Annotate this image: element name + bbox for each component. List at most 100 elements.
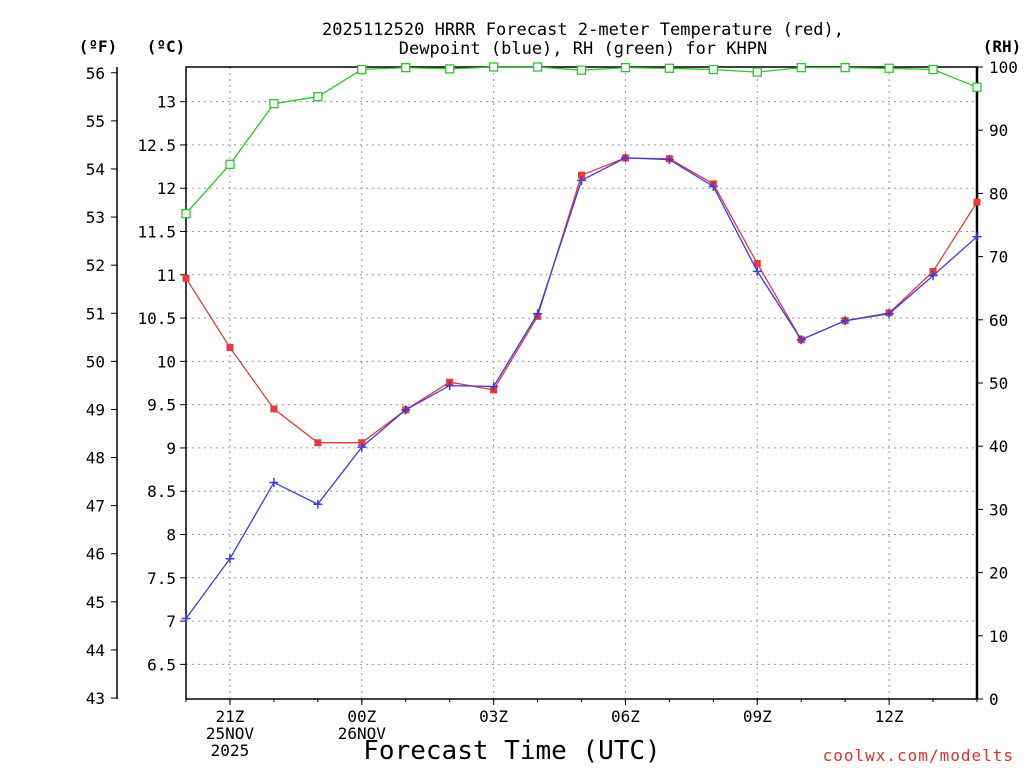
dewpoint-point — [533, 309, 543, 319]
celsius-tick-label: 9.5 — [147, 396, 176, 415]
celsius-tick-label: 12.5 — [137, 136, 176, 155]
temperature-line — [185, 157, 978, 444]
rh-point — [488, 62, 499, 72]
dewpoint-point — [225, 554, 235, 564]
rh-point — [225, 159, 235, 169]
fahrenheit-tick-label: 51 — [86, 304, 105, 323]
rh-point — [576, 65, 587, 75]
celsius-tick-label: 13 — [157, 93, 176, 112]
dewpoint-point — [928, 271, 938, 281]
celsius-tick-label: 11.5 — [137, 222, 176, 241]
fahrenheit-tick-label: 45 — [86, 593, 105, 612]
rh-tick-label: 90 — [989, 121, 1008, 140]
dewpoint-point — [313, 499, 323, 509]
dewpoint-point — [489, 381, 499, 391]
celsius-tick-label: 11 — [157, 266, 176, 285]
rh-tick-label: 30 — [989, 500, 1008, 519]
rh-point — [313, 92, 323, 102]
rh-point — [532, 62, 543, 72]
rh-point — [181, 208, 191, 219]
rh-unit-label: (RH) — [983, 37, 1022, 56]
temperature-point — [226, 344, 234, 352]
x-tick-label: 06Z — [611, 707, 640, 726]
rh-point — [708, 64, 718, 75]
celsius-tick-label: 9 — [166, 439, 176, 458]
fahrenheit-tick-label: 54 — [86, 160, 105, 179]
dewpoint-point — [972, 232, 982, 242]
rh-point — [752, 67, 762, 77]
temperature-point — [182, 274, 190, 282]
fahrenheit-unit-label: (ºF) — [79, 37, 118, 56]
x-tick-label: 21Z — [215, 707, 244, 726]
fahrenheit-tick-label: 52 — [86, 256, 105, 275]
rh-point — [620, 62, 631, 73]
dewpoint-point — [708, 181, 718, 191]
celsius-tick-label: 6.5 — [147, 655, 176, 674]
fahrenheit-tick-label: 46 — [86, 545, 105, 564]
rh-point — [357, 64, 367, 75]
temperature-point — [578, 171, 585, 179]
rh-tick-label: 0 — [989, 690, 999, 709]
rh-tick-label: 100 — [989, 58, 1018, 77]
dewpoint-point — [445, 381, 455, 391]
chart-title-line-2: Dewpoint (blue), RH (green) for KHPN — [399, 39, 767, 59]
temperature-point — [753, 260, 761, 268]
x-tick-label: 12Z — [875, 707, 904, 726]
fahrenheit-tick-label: 53 — [86, 208, 105, 227]
dewpoint-point — [664, 155, 674, 165]
dewpoint-point — [181, 613, 191, 623]
fahrenheit-tick-label: 49 — [86, 400, 105, 419]
celsius-tick-label: 10.5 — [137, 309, 176, 328]
rh-tick-label: 60 — [989, 311, 1008, 330]
rh-point — [796, 62, 806, 73]
rh-point — [972, 82, 982, 92]
dewpoint-point — [577, 175, 586, 185]
x-tick-label: 09Z — [743, 707, 772, 726]
dewpoint-point — [840, 316, 850, 326]
dewpoint-line — [185, 157, 978, 619]
x-tick-label: 2025 — [211, 741, 250, 760]
rh-tick-label: 40 — [989, 437, 1008, 456]
rh-tick-label: 80 — [989, 184, 1008, 203]
grid — [186, 67, 977, 699]
dewpoint-point — [620, 153, 630, 163]
celsius-tick-label: 10 — [157, 352, 176, 371]
celsius-unit-label: (ºC) — [147, 37, 186, 56]
fahrenheit-tick-label: 44 — [86, 641, 105, 660]
celsius-tick-label: 7 — [166, 612, 176, 631]
dewpoint-point — [884, 309, 894, 319]
rh-point — [269, 99, 279, 109]
temperature-point — [270, 405, 278, 413]
dewpoint-point — [752, 266, 762, 276]
rh-tick-label: 20 — [989, 564, 1008, 583]
fahrenheit-tick-label: 56 — [86, 64, 105, 83]
celsius-tick-label: 12 — [157, 179, 176, 198]
temperature-point — [973, 198, 981, 206]
x-tick-label: 26NOV — [338, 724, 387, 743]
rh-tick-label: 50 — [989, 374, 1008, 393]
x-axis-title: Forecast Time (UTC) — [363, 736, 660, 766]
x-tick-label: 00Z — [347, 707, 376, 726]
fahrenheit-tick-label: 55 — [86, 112, 105, 131]
rh-tick-label: 10 — [989, 627, 1008, 646]
x-tick-label: 25NOV — [206, 724, 255, 743]
celsius-tick-label: 8.5 — [147, 482, 176, 501]
dewpoint-point — [796, 335, 806, 345]
fahrenheit-tick-label: 47 — [86, 497, 105, 516]
temperature-point — [314, 439, 322, 447]
rh-point — [884, 63, 894, 73]
fahrenheit-tick-label: 48 — [86, 449, 105, 468]
x-tick-label: 03Z — [479, 707, 508, 726]
rh-point — [401, 62, 411, 73]
dewpoint-point — [401, 405, 411, 415]
chart-title-line-1: 2025112520 HRRR Forecast 2-meter Tempera… — [322, 20, 844, 40]
rh-point — [928, 64, 938, 75]
rh-point — [840, 62, 850, 73]
plot-frame — [185, 66, 978, 700]
fahrenheit-tick-label: 50 — [86, 352, 105, 371]
rh-tick-label: 70 — [989, 248, 1008, 267]
dewpoint-point — [269, 478, 279, 488]
source-credit: coolwx.com/modelts — [823, 746, 1014, 765]
